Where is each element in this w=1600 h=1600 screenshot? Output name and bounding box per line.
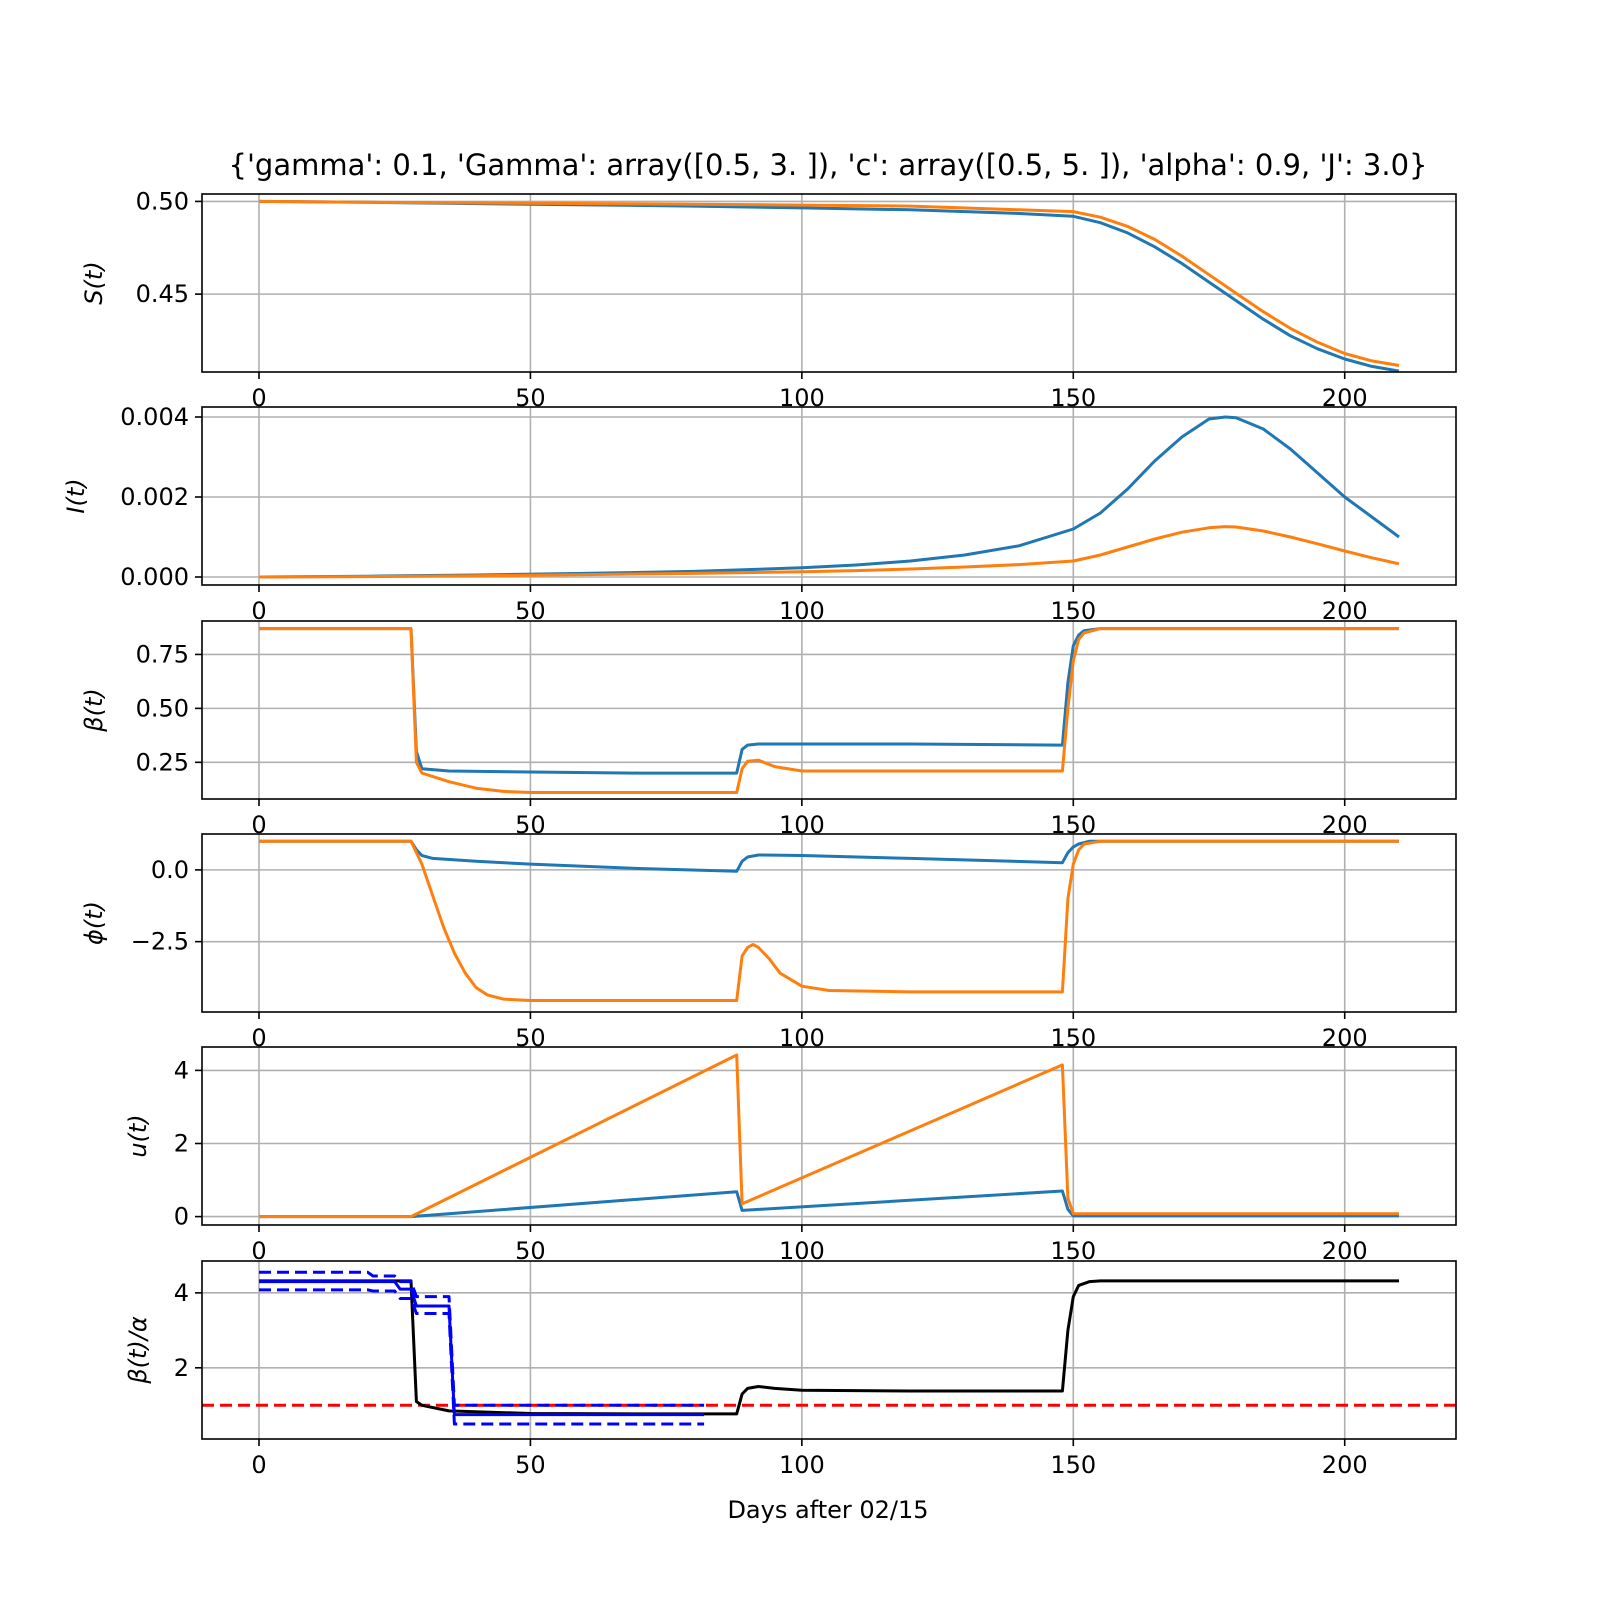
plot-area — [259, 839, 1399, 1002]
y-tick-label: 4 — [174, 1056, 189, 1084]
series-line-band-4 — [259, 1288, 705, 1426]
series-line-blue-1 — [259, 627, 1399, 775]
series-line-blue-1 — [259, 839, 1399, 873]
y-tick-label: 0.45 — [136, 280, 189, 308]
x-tick-label: 0 — [251, 1024, 266, 1052]
y-tick-label: 0.000 — [120, 563, 189, 591]
series-line-orange-2 — [258, 525, 1400, 579]
plot-area — [258, 199, 1400, 372]
axes-frame — [201, 620, 1457, 800]
x-axis-label: Days after 02/15 — [727, 1496, 928, 1524]
series-line-blue-1 — [258, 199, 1400, 372]
x-tick-label: 150 — [1050, 1451, 1096, 1479]
axes-frame — [201, 406, 1457, 586]
y-axis-label: ϕ(t) — [80, 901, 108, 945]
y-axis-label: u(t) — [124, 1114, 152, 1157]
plot-area — [202, 1270, 1456, 1426]
plot-area — [259, 627, 1399, 794]
series-line-band-2 — [259, 1280, 705, 1417]
x-tick-label: 0 — [251, 384, 266, 412]
y-tick-label: 0 — [174, 1203, 189, 1231]
y-axis-label: β(t) — [80, 688, 108, 732]
y-axis-label: β(t)/α — [124, 1316, 152, 1385]
y-tick-label: 2 — [174, 1354, 189, 1382]
x-tick-label: 0 — [251, 1451, 266, 1479]
x-tick-label: 200 — [1322, 1451, 1368, 1479]
y-tick-label: 0.50 — [136, 187, 189, 215]
x-tick-label: 0 — [251, 597, 266, 625]
subplot-4: 0 50 100 150 200−2.50.0ϕ(t) — [80, 833, 1457, 1052]
series-line-orange-2 — [259, 839, 1399, 1002]
axes-frame — [201, 1046, 1457, 1226]
subplot-6: 0 50 100 150 200 2 4 β(t)/α — [124, 1260, 1457, 1479]
plot-area — [258, 415, 1400, 579]
y-tick-label: 2 — [174, 1129, 189, 1157]
y-tick-label: 0.004 — [120, 403, 189, 431]
y-tick-label: 0.25 — [136, 748, 189, 776]
axes-frame — [201, 1260, 1457, 1440]
x-tick-label: 0 — [251, 1237, 266, 1265]
y-axis-label: S(t) — [80, 261, 108, 304]
x-tick-label: 100 — [779, 1451, 825, 1479]
series-line-orange-2 — [259, 627, 1399, 794]
y-tick-label: 0.50 — [136, 694, 189, 722]
plot-area — [259, 1053, 1399, 1219]
chart-title: {'gamma': 0.1, 'Gamma': array([0.5, 3. ]… — [229, 148, 1428, 182]
series-line-black-1 — [259, 1279, 1399, 1416]
axes-frame — [201, 833, 1457, 1013]
axes-frame — [201, 193, 1457, 373]
y-axis-label: I(t) — [62, 478, 90, 513]
series-line-blue-1 — [258, 415, 1400, 579]
x-tick-label: 50 — [515, 1451, 546, 1479]
x-tick-label: 0 — [251, 811, 266, 839]
y-tick-label: −2.5 — [131, 928, 189, 956]
y-tick-label: 0.75 — [136, 640, 189, 668]
y-tick-label: 0.0 — [151, 856, 189, 884]
series-line-orange-2 — [258, 199, 1400, 367]
series-line-orange-2 — [259, 1053, 1399, 1219]
y-tick-label: 4 — [174, 1279, 189, 1307]
y-tick-label: 0.002 — [120, 483, 189, 511]
